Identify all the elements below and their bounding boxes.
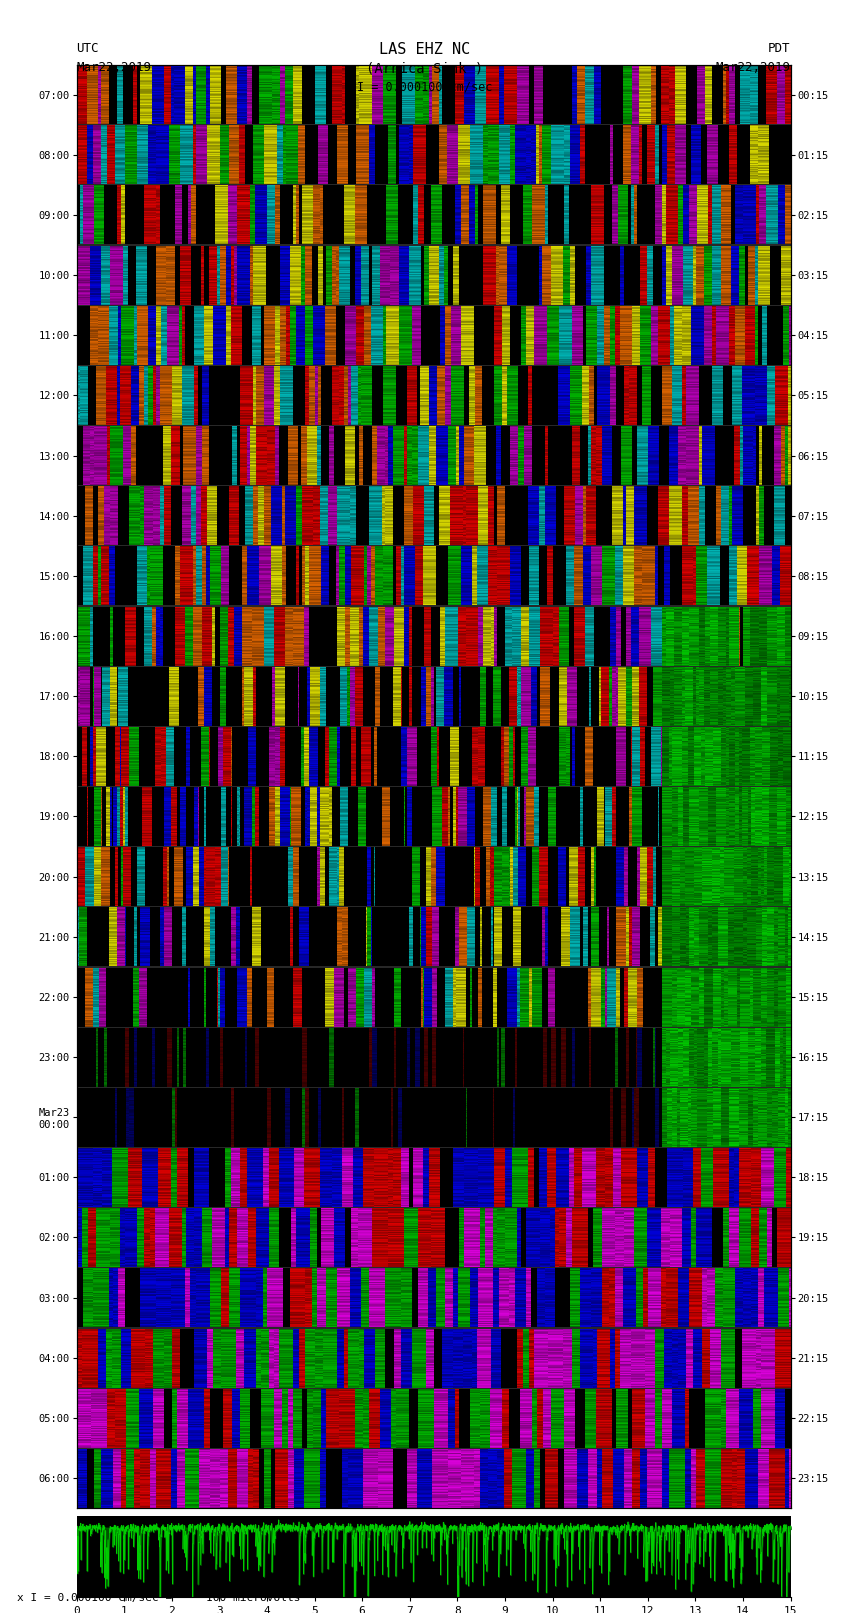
Text: Mar22,2019: Mar22,2019 <box>76 61 151 74</box>
Text: UTC: UTC <box>76 42 99 55</box>
Text: x I = 0.000100 cm/sec =     100 microvolts: x I = 0.000100 cm/sec = 100 microvolts <box>17 1594 301 1603</box>
Text: Mar22,2019: Mar22,2019 <box>716 61 790 74</box>
Text: I = 0.000100 cm/sec: I = 0.000100 cm/sec <box>357 81 493 94</box>
Text: PDT: PDT <box>768 42 790 55</box>
Text: LAS EHZ NC: LAS EHZ NC <box>379 42 471 56</box>
Text: (Arnica Sink ): (Arnica Sink ) <box>366 61 484 76</box>
